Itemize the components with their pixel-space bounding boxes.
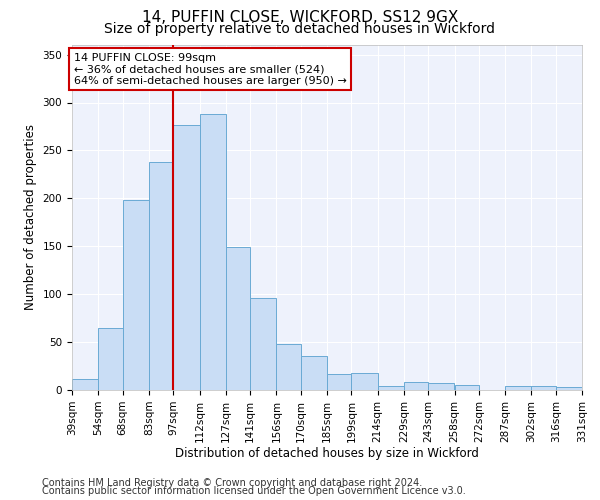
Text: 14 PUFFIN CLOSE: 99sqm
← 36% of detached houses are smaller (524)
64% of semi-de: 14 PUFFIN CLOSE: 99sqm ← 36% of detached… bbox=[74, 52, 347, 86]
Bar bbox=[250, 298, 277, 390]
Bar bbox=[149, 162, 173, 390]
Bar bbox=[428, 384, 455, 390]
Bar bbox=[301, 356, 327, 390]
Text: 14, PUFFIN CLOSE, WICKFORD, SS12 9GX: 14, PUFFIN CLOSE, WICKFORD, SS12 9GX bbox=[142, 10, 458, 25]
Text: Contains HM Land Registry data © Crown copyright and database right 2024.: Contains HM Land Registry data © Crown c… bbox=[42, 478, 422, 488]
Bar bbox=[455, 385, 479, 390]
Y-axis label: Number of detached properties: Number of detached properties bbox=[24, 124, 37, 310]
Bar bbox=[327, 374, 352, 390]
Bar bbox=[226, 247, 250, 390]
Bar bbox=[404, 382, 428, 390]
Bar bbox=[122, 200, 149, 390]
X-axis label: Distribution of detached houses by size in Wickford: Distribution of detached houses by size … bbox=[175, 448, 479, 460]
Bar bbox=[505, 386, 532, 390]
Bar bbox=[72, 378, 98, 390]
Bar bbox=[377, 386, 404, 390]
Bar bbox=[556, 387, 582, 390]
Bar bbox=[98, 328, 122, 390]
Bar bbox=[352, 373, 377, 390]
Text: Size of property relative to detached houses in Wickford: Size of property relative to detached ho… bbox=[104, 22, 496, 36]
Text: Contains public sector information licensed under the Open Government Licence v3: Contains public sector information licen… bbox=[42, 486, 466, 496]
Bar bbox=[532, 386, 556, 390]
Bar bbox=[173, 124, 199, 390]
Bar bbox=[277, 344, 301, 390]
Bar bbox=[199, 114, 226, 390]
